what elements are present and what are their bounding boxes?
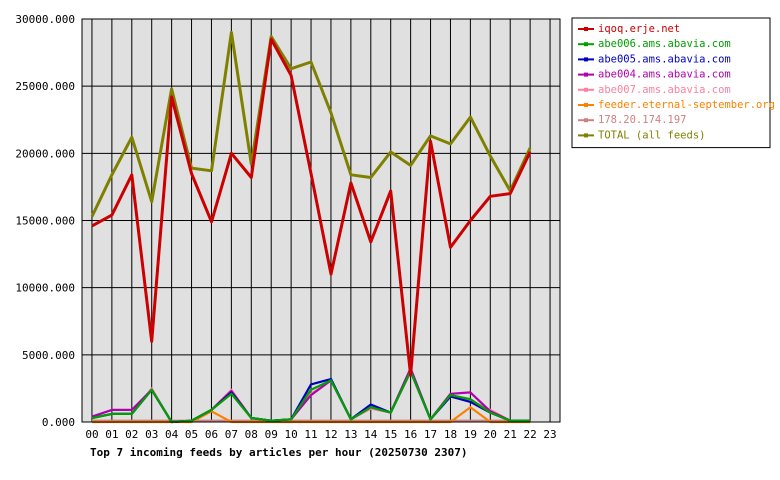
x-tick-label: 01 (105, 428, 118, 441)
x-tick-label: 14 (364, 428, 378, 441)
legend-label: TOTAL (all feeds) (598, 129, 705, 141)
series-line (91, 369, 531, 424)
plot-frame (81, 18, 561, 423)
legend-marker (584, 42, 588, 47)
x-tick-label: 20 (484, 428, 497, 441)
x-tick-label: 22 (524, 428, 537, 441)
x-tick-label: 00 (85, 428, 98, 441)
series-line (91, 37, 532, 377)
legend-marker (584, 27, 588, 31)
chart-title: Top 7 incoming feeds by articles per hou… (90, 446, 468, 459)
x-tick-label: 02 (125, 428, 138, 441)
x-tick-label: 21 (504, 428, 517, 441)
series-line (90, 30, 532, 218)
x-tick-label: 13 (344, 428, 357, 441)
legend-label: abe006.ams.abavia.com (598, 38, 731, 50)
x-tick-label: 09 (265, 428, 278, 441)
legend-box (571, 17, 771, 149)
legend-marker (584, 87, 588, 92)
x-tick-label: 11 (304, 428, 317, 441)
legend-marker (584, 133, 588, 138)
y-tick-label: 10000.000 (15, 282, 75, 295)
x-tick-label: 12 (324, 428, 337, 441)
x-tick-labels: 00 01 02 03 04 05 06 07 08 09 10 11 12 13 14 15 16 17 18 19… (85, 428, 556, 441)
x-tick-label: 17 (424, 428, 437, 441)
x-tick-label: 07 (225, 428, 238, 441)
x-tick-label: 18 (444, 428, 457, 441)
y-tick-label: 15000.000 (15, 215, 75, 228)
y-tick-labels: 0.000 5000.000 10000.000 15000.000 20000.000… (15, 13, 75, 429)
x-tick-label: 03 (145, 428, 158, 441)
y-tick-label: 5000.000 (22, 349, 75, 362)
legend-marker (584, 118, 588, 123)
legend-label: feeder.eternal-september.org (598, 99, 775, 111)
x-tick-label: 05 (185, 428, 198, 441)
y-tick-label: 25000.000 (15, 80, 75, 93)
legend-label: 178.20.174.197 (598, 114, 687, 126)
x-tick-label: 06 (205, 428, 218, 441)
y-tick-label: 20000.000 (15, 147, 75, 160)
x-tick-label: 23 (543, 428, 556, 441)
y-tick-label: 0.000 (42, 416, 75, 429)
x-tick-label: 10 (285, 428, 298, 441)
legend: iqoq.erje.net abe006.ams.abavia.com abe005… (571, 17, 775, 149)
legend-label: iqoq.erje.net (598, 23, 680, 35)
legend-label: abe007.ams.abavia.com (598, 84, 731, 96)
legend-label: abe004.ams.abavia.com (598, 69, 731, 81)
x-tick-label: 19 (464, 428, 477, 441)
grid-lines (82, 18, 560, 423)
legend-marker (584, 103, 588, 107)
x-tick-label: 04 (165, 428, 179, 441)
legend-label: abe005.ams.abavia.com (598, 53, 731, 65)
x-tick-label: 15 (384, 428, 397, 441)
legend-marker (584, 72, 588, 77)
x-tick-label: 16 (404, 428, 417, 441)
legend-marker (584, 57, 588, 62)
y-tick-label: 30000.000 (15, 13, 75, 26)
x-tick-label: 08 (245, 428, 258, 441)
